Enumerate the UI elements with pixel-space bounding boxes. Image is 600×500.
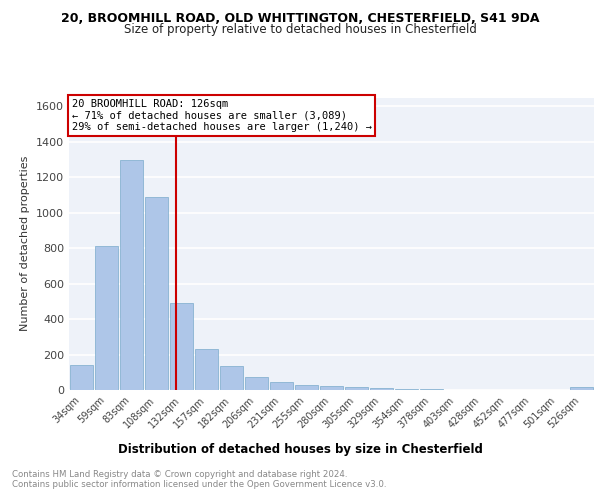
Bar [345,387,368,390]
Text: Contains HM Land Registry data © Crown copyright and database right 2024.: Contains HM Land Registry data © Crown c… [12,470,347,479]
Y-axis label: Number of detached properties: Number of detached properties [20,156,31,332]
Bar [320,386,343,390]
Bar [70,365,93,390]
Bar [145,197,168,390]
Bar [220,366,243,390]
Bar [170,303,193,390]
Text: 20 BROOMHILL ROAD: 126sqm
← 71% of detached houses are smaller (3,089)
29% of se: 20 BROOMHILL ROAD: 126sqm ← 71% of detac… [71,99,371,132]
Bar [195,349,218,390]
Text: Distribution of detached houses by size in Chesterfield: Distribution of detached houses by size … [118,442,482,456]
Bar [245,376,268,390]
Bar [370,388,393,390]
Bar [395,389,418,390]
Bar [570,387,593,390]
Bar [270,382,293,390]
Bar [295,385,318,390]
Text: 20, BROOMHILL ROAD, OLD WHITTINGTON, CHESTERFIELD, S41 9DA: 20, BROOMHILL ROAD, OLD WHITTINGTON, CHE… [61,12,539,26]
Bar [95,246,118,390]
Text: Size of property relative to detached houses in Chesterfield: Size of property relative to detached ho… [124,22,476,36]
Text: Contains public sector information licensed under the Open Government Licence v3: Contains public sector information licen… [12,480,386,489]
Bar [120,160,143,390]
